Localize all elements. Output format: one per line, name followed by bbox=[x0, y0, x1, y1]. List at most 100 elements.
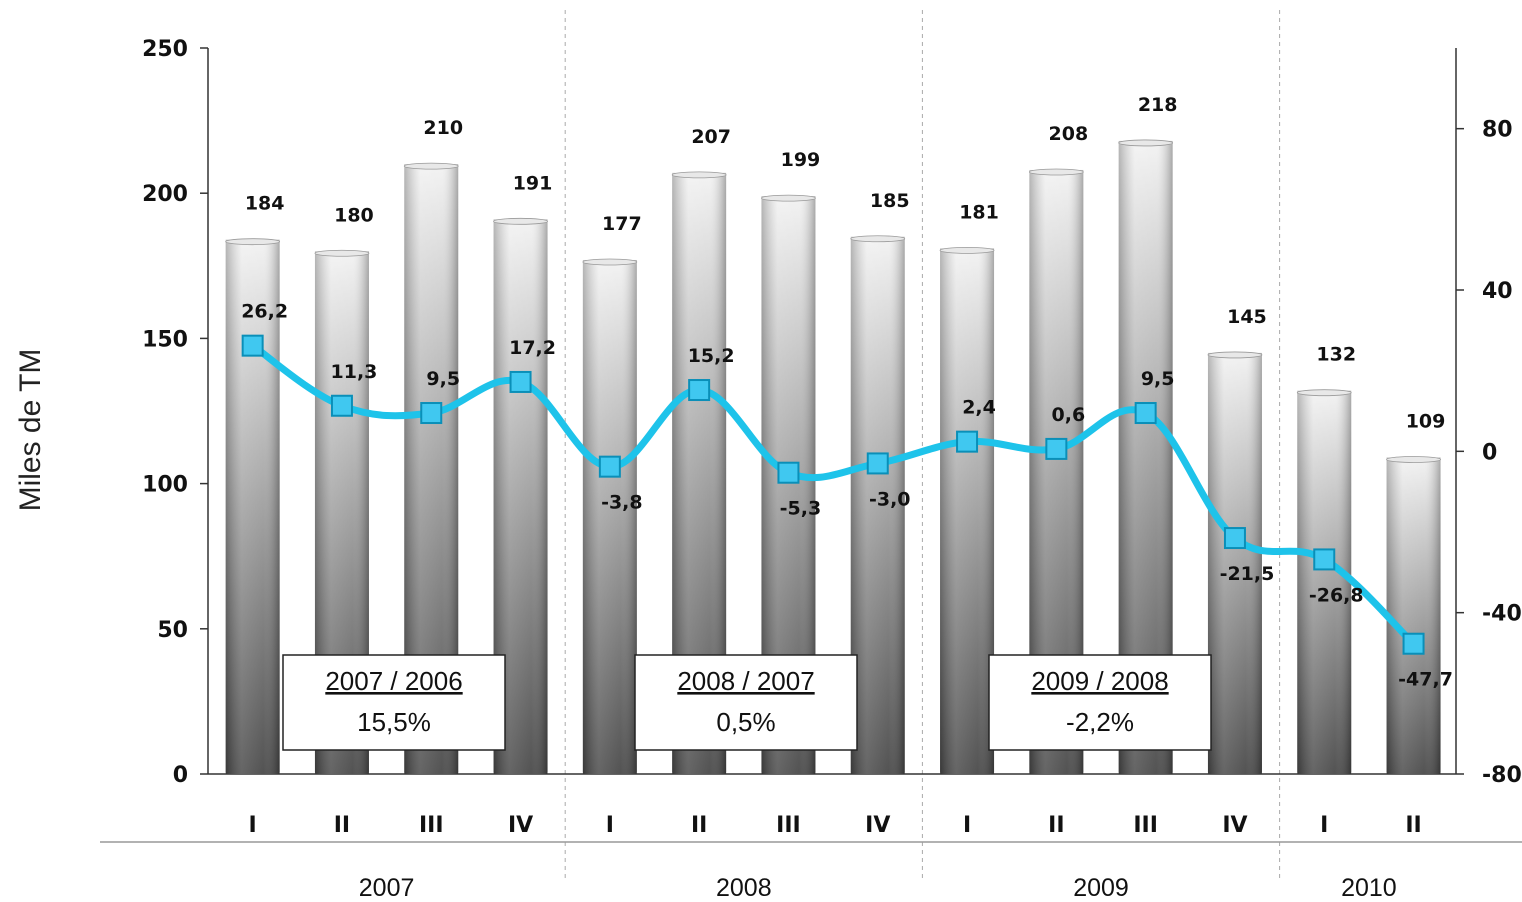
bar-shading bbox=[225, 239, 280, 774]
y2-tick-label: 80 bbox=[1482, 118, 1513, 143]
line-marker bbox=[1223, 527, 1246, 550]
line-value-label: 15,2 bbox=[688, 345, 735, 367]
annotation-title: 2008 / 2007 bbox=[677, 666, 814, 696]
annotation-value: -2,2% bbox=[1066, 707, 1134, 737]
bar-cap bbox=[671, 171, 727, 179]
line-value-label: -26,8 bbox=[1309, 584, 1364, 606]
line-marker bbox=[420, 402, 443, 425]
category-label: I bbox=[606, 813, 614, 838]
line-marker bbox=[1134, 402, 1157, 425]
bar-value-label: 184 bbox=[245, 193, 285, 215]
bar-shading bbox=[1207, 352, 1262, 774]
line-marker bbox=[598, 455, 621, 478]
y-tick-label: 150 bbox=[142, 327, 188, 352]
bar-value-label: 199 bbox=[781, 149, 821, 171]
bar-cap bbox=[1386, 456, 1441, 463]
y-tick-label: 50 bbox=[157, 618, 188, 643]
line-value-label: 11,3 bbox=[331, 361, 378, 383]
bar-value-label: 181 bbox=[959, 201, 999, 223]
category-label: II bbox=[334, 813, 350, 838]
bar-value-label: 185 bbox=[870, 190, 910, 212]
line-value-label: 9,5 bbox=[1141, 368, 1175, 390]
annotation-box bbox=[634, 654, 858, 751]
bar-cap bbox=[850, 235, 906, 243]
line-value-label: -3,8 bbox=[601, 492, 643, 514]
line-value-label: 0,6 bbox=[1052, 404, 1086, 426]
bar-value-label: 210 bbox=[423, 117, 463, 139]
bar-cap bbox=[1296, 389, 1352, 397]
bar-value-label: 191 bbox=[513, 172, 553, 194]
y-tick-label: 0 bbox=[173, 763, 188, 788]
bar-value-label: 145 bbox=[1227, 306, 1267, 328]
bar-value-label: 109 bbox=[1406, 410, 1446, 432]
category-label: III bbox=[776, 813, 801, 838]
bar-cap bbox=[403, 162, 459, 170]
year-label: 2010 bbox=[1341, 874, 1397, 902]
bar-shading bbox=[1297, 390, 1352, 774]
line-value-label: -47,7 bbox=[1398, 669, 1453, 691]
bar-value-label: 180 bbox=[334, 204, 374, 226]
annotation-value: 0,5% bbox=[716, 707, 775, 737]
category-label: IV bbox=[865, 813, 890, 838]
category-label: II bbox=[691, 813, 707, 838]
line-value-label: -21,5 bbox=[1220, 563, 1275, 585]
line-marker bbox=[956, 430, 979, 453]
line-value-label: -3,0 bbox=[869, 488, 911, 510]
y-tick-label: 100 bbox=[142, 473, 188, 498]
bar-cap bbox=[314, 249, 370, 257]
bar-shading bbox=[582, 259, 637, 774]
line-value-label: 2,4 bbox=[962, 397, 996, 419]
y2-tick-label: 0 bbox=[1482, 440, 1497, 465]
y-tick-label: 200 bbox=[142, 182, 188, 207]
category-label: I bbox=[1320, 813, 1328, 838]
y2-tick-label: 40 bbox=[1482, 279, 1513, 304]
category-label: III bbox=[419, 813, 444, 838]
line-value-label: 9,5 bbox=[426, 368, 460, 390]
y2-tick-label: -80 bbox=[1482, 763, 1522, 788]
line-marker bbox=[1402, 632, 1425, 655]
annotation-value: 15,5% bbox=[357, 707, 431, 737]
y-axis-label: Miles de TM bbox=[14, 349, 47, 512]
bar-value-label: 218 bbox=[1138, 94, 1178, 116]
bar-shading bbox=[1386, 457, 1441, 774]
line-marker bbox=[330, 394, 353, 417]
category-label: II bbox=[1048, 813, 1064, 838]
bar-cap bbox=[1207, 351, 1263, 359]
bar-shading bbox=[940, 248, 995, 775]
line-marker bbox=[777, 461, 800, 484]
line-value-label: 26,2 bbox=[241, 301, 288, 323]
bar-cap bbox=[582, 258, 638, 266]
category-label: I bbox=[249, 813, 257, 838]
line-value-label: -5,3 bbox=[780, 498, 822, 520]
bar-value-label: 177 bbox=[602, 213, 642, 235]
category-label: II bbox=[1405, 813, 1421, 838]
category-label: IV bbox=[1222, 813, 1247, 838]
line-marker bbox=[866, 452, 889, 475]
line-marker bbox=[688, 379, 711, 402]
annotation-box bbox=[988, 654, 1212, 751]
annotation-title: 2007 / 2006 bbox=[325, 666, 462, 696]
annotation-box bbox=[282, 654, 506, 751]
bar-value-label: 132 bbox=[1316, 344, 1356, 366]
bar-cap bbox=[1118, 139, 1174, 147]
category-label: IV bbox=[508, 813, 533, 838]
bar-cap bbox=[225, 238, 281, 246]
year-label: 2007 bbox=[359, 874, 415, 902]
line-marker bbox=[1045, 437, 1068, 460]
y-tick-label: 250 bbox=[142, 37, 188, 62]
line-marker bbox=[509, 370, 532, 393]
category-label: I bbox=[963, 813, 971, 838]
bar-cap bbox=[1028, 168, 1084, 176]
line-marker bbox=[1313, 548, 1336, 571]
category-label: III bbox=[1133, 813, 1158, 838]
line-value-label: 17,2 bbox=[509, 337, 556, 359]
annotation-title: 2009 / 2008 bbox=[1031, 666, 1168, 696]
bar-value-label: 207 bbox=[691, 126, 731, 148]
bar-cap bbox=[761, 194, 816, 202]
year-label: 2009 bbox=[1073, 874, 1129, 902]
bar-value-label: 208 bbox=[1049, 123, 1089, 145]
line-marker bbox=[241, 334, 264, 357]
bar-cap bbox=[939, 246, 995, 254]
bar-shading bbox=[850, 236, 905, 774]
